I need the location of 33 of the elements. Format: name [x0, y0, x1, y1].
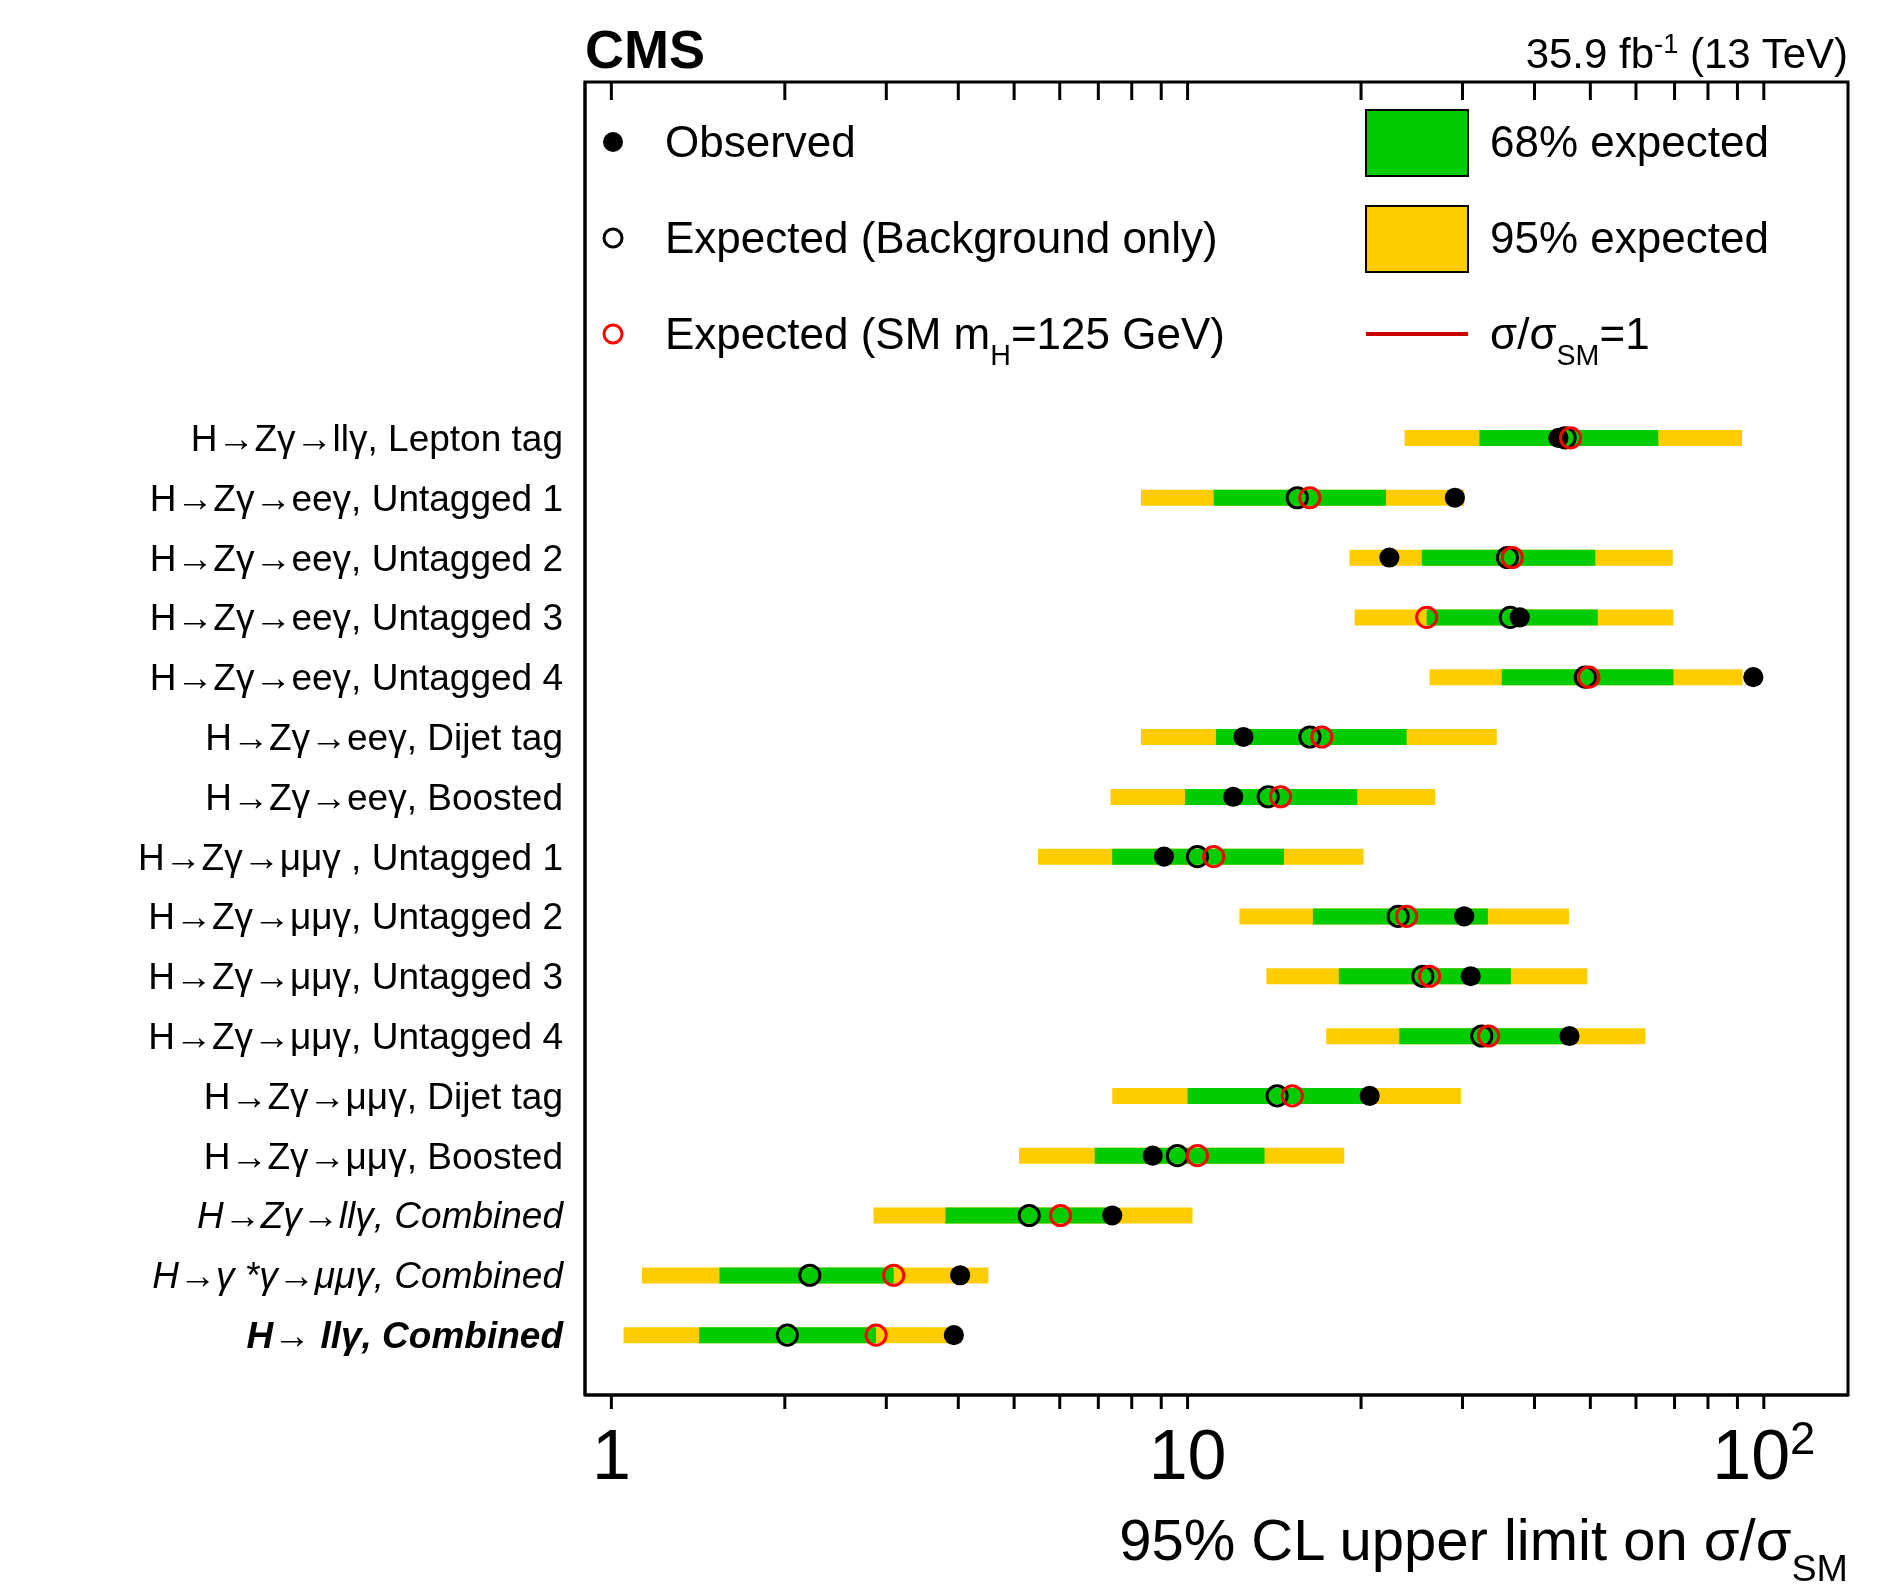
- chart-title: CMS: [585, 19, 705, 79]
- y-tick-label: H→Zγ→eeγ, Dijet tag: [205, 716, 563, 758]
- bar: [699, 1327, 877, 1344]
- x-axis-title: 95% CL upper limit on σ/σ$_{SM}$: [1119, 1507, 1848, 1587]
- y-tick-label: H→Zγ→μμγ, Boosted: [203, 1135, 563, 1177]
- x-tick-label: 10$^{2}$: [1712, 1412, 1816, 1494]
- y-tick-label: H→Zγ→llγ, Combined: [197, 1195, 565, 1237]
- legend-label: Expected (SM m$_{H}$=125 GeV): [665, 309, 1225, 371]
- bar: [719, 1267, 894, 1284]
- legend-label: Observed: [665, 117, 856, 166]
- y-tick-label: H→Zγ→μμγ , Untagged 1: [137, 836, 563, 878]
- chart-subtitle: 35.9 fb$^{-1}$ (13 TeV): [1525, 27, 1848, 77]
- y-tick-label: H→Zγ→eeγ, Boosted: [205, 776, 563, 818]
- legend-label: 68% expected: [1490, 117, 1769, 166]
- y-tick-label: H→Zγ→μμγ, Untagged 3: [148, 956, 563, 998]
- bar: [1421, 549, 1596, 566]
- y-tick-label: H→Zγ→llγ, Lepton tag: [190, 417, 563, 459]
- y-tick-label: H→Zγ→μμγ, Untagged 2: [148, 896, 563, 938]
- legend-label: Expected (Background only): [665, 213, 1218, 262]
- x-tick-label: 1: [591, 1416, 631, 1494]
- y-tick-label: H→Zγ→eeγ, Untagged 1: [149, 477, 563, 519]
- bar: [1501, 669, 1674, 686]
- x-tick-label: 10: [1148, 1416, 1227, 1494]
- y-tick-label: H→Zγ→eeγ, Untagged 2: [149, 537, 563, 579]
- legend-label: 95% expected: [1490, 213, 1769, 262]
- y-tick-label: H→ llγ, Combined: [246, 1315, 565, 1357]
- y-tick-label: H→Zγ→eeγ, Untagged 4: [149, 657, 563, 699]
- y-tick-label: H→Zγ→eeγ, Untagged 3: [149, 597, 563, 639]
- y-tick-label: H→Zγ→μμγ, Untagged 4: [148, 1016, 563, 1058]
- y-tick-label: H→Zγ→μμγ, Dijet tag: [203, 1075, 563, 1117]
- y-tick-label: H→γ *γ→μμγ, Combined: [152, 1255, 565, 1297]
- bar: [1213, 489, 1387, 506]
- text: σ/σ$_{SM}$=1: [1490, 309, 1650, 371]
